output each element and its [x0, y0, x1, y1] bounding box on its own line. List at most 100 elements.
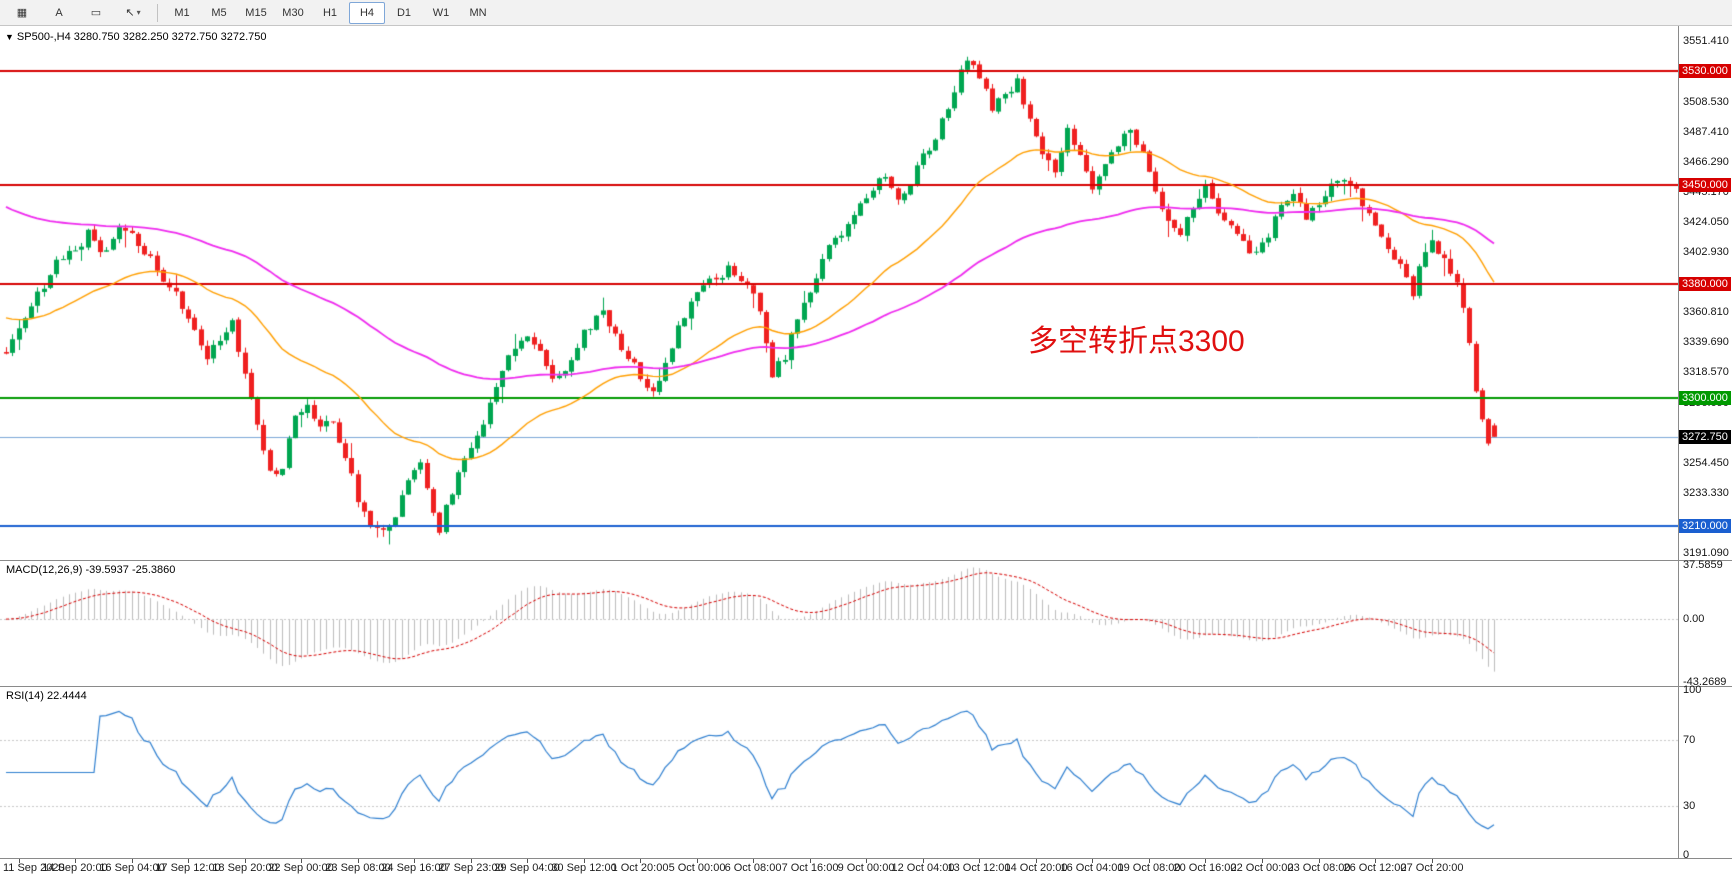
timeframe-button-MN[interactable]: MN — [469, 6, 487, 19]
time-axis-label: 13 Oct 12:00 — [947, 862, 1011, 874]
price-axis-tick: 3191.090 — [1683, 546, 1729, 559]
price-axis-tick: 3339.690 — [1683, 335, 1729, 348]
timeframe-button-H4[interactable]: H4 — [349, 1, 385, 24]
caret-down-icon: ▾ — [136, 8, 141, 17]
price-level-tag: 3380.000 — [1679, 277, 1731, 292]
time-axis-label: 24 Sep 16:00 — [381, 862, 447, 874]
time-axis-label: 20 Oct 16:00 — [1173, 862, 1237, 874]
time-axis-label: 1 Oct 20:00 — [611, 862, 669, 874]
price-axis-tick: 3551.410 — [1683, 35, 1729, 48]
timeframe-button-H1[interactable]: H1 — [322, 6, 338, 19]
timeframe-button-D1[interactable]: D1 — [396, 6, 412, 19]
cursor-tool-button[interactable]: ↖ ▾ — [125, 7, 141, 19]
time-axis-tick — [923, 859, 924, 863]
time-axis-tick — [1036, 859, 1037, 863]
macd-indicator-panel[interactable] — [0, 561, 1678, 686]
rsi-header: RSI(14) 22.4444 — [6, 690, 87, 702]
expand-triangle-icon[interactable]: ▼ — [5, 32, 14, 42]
time-axis-tick — [1319, 859, 1320, 863]
macd-axis-tick: -43.2689 — [1683, 676, 1727, 689]
time-axis-label: 16 Oct 04:00 — [1060, 862, 1124, 874]
price-axis-tick: 3254.450 — [1683, 456, 1729, 469]
time-axis-label: 14 Oct 20:00 — [1004, 862, 1068, 874]
time-axis-tick — [188, 859, 189, 863]
time-axis-tick — [132, 859, 133, 863]
time-axis-tick — [979, 859, 980, 863]
price-level-tag: 3210.000 — [1679, 518, 1731, 533]
current-price-tag: 3272.750 — [1679, 429, 1731, 444]
time-axis-label: 11 Sep 2020 — [3, 862, 65, 874]
time-axis-tick — [1092, 859, 1093, 863]
time-axis-label: 30 Sep 12:00 — [551, 862, 617, 874]
top-toolbar: ▦ A ▭ ↖ ▾ M1 M5 M15 M30 H1 H4 D1 W1 MN — [0, 0, 1732, 26]
rsi-axis-tick: 100 — [1683, 684, 1702, 696]
time-axis-label: 5 Oct 00:00 — [668, 862, 726, 874]
time-axis-tick — [1262, 859, 1263, 863]
price-level-tag: 3300.000 — [1679, 391, 1731, 406]
toolbar-separator — [157, 3, 158, 22]
macd-axis-tick: 37.5859 — [1683, 558, 1723, 571]
time-axis-label: 7 Oct 16:00 — [781, 862, 839, 874]
time-axis-tick — [301, 859, 302, 863]
text-tool-button[interactable]: A — [55, 6, 63, 19]
timeframe-button-W1[interactable]: W1 — [432, 6, 450, 19]
price-axis-tick: 3487.410 — [1683, 125, 1729, 138]
timeframe-button-M1[interactable]: M1 — [174, 6, 190, 19]
time-axis-tick — [1375, 859, 1376, 863]
time-axis-tick — [527, 859, 528, 863]
price-level-tag: 3530.000 — [1679, 64, 1731, 79]
time-axis-tick — [1205, 859, 1206, 863]
time-axis-tick — [866, 859, 867, 863]
chart-grid-icon-button[interactable]: ▦ — [16, 7, 28, 19]
price-axis-border — [1678, 26, 1679, 858]
time-axis-tick — [358, 859, 359, 863]
time-axis-label: 23 Oct 08:00 — [1287, 862, 1351, 874]
rectangle-tool-button[interactable]: ▭ — [90, 7, 102, 19]
rsi-axis-tick: 0 — [1683, 849, 1690, 861]
price-axis-tick: 3424.050 — [1683, 215, 1729, 228]
time-axis-tick — [1149, 859, 1150, 863]
rsi-axis-tick: 70 — [1683, 733, 1696, 746]
time-axis-label: 26 Oct 12:00 — [1343, 862, 1407, 874]
timeframe-button-M15[interactable]: M15 — [245, 6, 267, 19]
rsi-axis-tick: 30 — [1683, 799, 1696, 812]
time-axis-tick — [75, 859, 76, 863]
time-axis-label: 19 Oct 08:00 — [1117, 862, 1181, 874]
time-axis-tick — [245, 859, 246, 863]
rsi-indicator-panel[interactable] — [0, 687, 1678, 858]
time-axis-tick — [810, 859, 811, 863]
main-price-chart[interactable] — [0, 26, 1678, 560]
timeframe-button-M30[interactable]: M30 — [282, 6, 304, 19]
macd-header: MACD(12,26,9) -39.5937 -25.3860 — [6, 564, 176, 576]
time-axis-label: 16 Sep 04:00 — [99, 862, 165, 874]
time-axis-tick — [697, 859, 698, 863]
time-axis-tick — [640, 859, 641, 863]
price-axis-tick: 3318.570 — [1683, 365, 1729, 378]
time-axis-label: 18 Sep 20:00 — [212, 862, 278, 874]
time-axis-label: 27 Oct 20:00 — [1400, 862, 1464, 874]
time-axis-label: 6 Oct 08:00 — [724, 862, 782, 874]
panel-separator[interactable] — [0, 560, 1732, 561]
time-axis-tick — [471, 859, 472, 863]
macd-axis-tick: 0.00 — [1683, 613, 1705, 626]
time-axis-tick — [19, 859, 20, 863]
timeframe-button-M5[interactable]: M5 — [211, 6, 227, 19]
chart-text-annotation: 多空转折点3300 — [1028, 325, 1245, 358]
panel-separator — [0, 858, 1732, 859]
time-axis-tick — [1432, 859, 1433, 863]
price-axis-tick: 3466.290 — [1683, 155, 1729, 168]
time-axis-tick — [753, 859, 754, 863]
symbol-ohlc-text: SP500-,H4 3280.750 3282.250 3272.750 327… — [16, 31, 267, 43]
time-axis-label: 9 Oct 00:00 — [837, 862, 895, 874]
time-axis-label: 22 Sep 00:00 — [268, 862, 334, 874]
time-axis-label: 29 Sep 04:00 — [494, 862, 560, 874]
price-level-tag: 3450.000 — [1679, 178, 1731, 193]
chart-symbol-ohlc: ▼ SP500-,H4 3280.750 3282.250 3272.750 32… — [5, 31, 266, 43]
time-axis-label: 17 Sep 12:00 — [155, 862, 221, 874]
price-axis-tick: 3402.930 — [1683, 245, 1729, 258]
time-axis-tick — [584, 859, 585, 863]
time-axis-label: 14 Sep 20:00 — [42, 862, 108, 874]
price-axis-tick: 3233.330 — [1683, 486, 1729, 499]
panel-separator[interactable] — [0, 686, 1732, 687]
